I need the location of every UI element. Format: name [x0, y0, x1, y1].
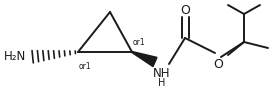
Text: O: O: [180, 4, 190, 17]
Polygon shape: [132, 52, 157, 67]
Text: or1: or1: [133, 38, 145, 47]
Text: O: O: [213, 58, 223, 71]
Text: or1: or1: [79, 62, 92, 71]
Text: NH: NH: [153, 67, 170, 80]
Text: H: H: [158, 78, 165, 88]
Text: H₂N: H₂N: [4, 51, 26, 64]
